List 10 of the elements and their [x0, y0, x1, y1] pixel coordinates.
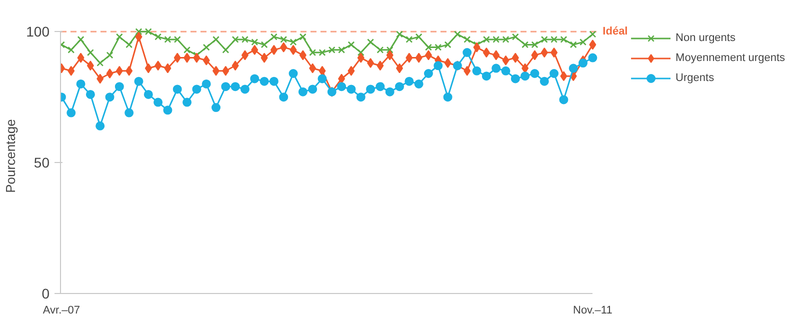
ref-line-label: Idéal	[602, 26, 628, 38]
y-tick-label: 0	[42, 286, 50, 302]
y-tick-label: 100	[26, 24, 50, 40]
y-axis-title: Pourcentage	[3, 119, 18, 193]
x-tick-label: Nov.–11	[573, 304, 612, 316]
y-tick-label: 50	[34, 154, 50, 171]
legend-label: Urgents	[676, 71, 714, 85]
legend-label: Moyennement urgents	[676, 51, 785, 65]
legend-label: Non urgents	[676, 31, 736, 45]
x-tick-label: Avr.–07	[42, 304, 80, 316]
